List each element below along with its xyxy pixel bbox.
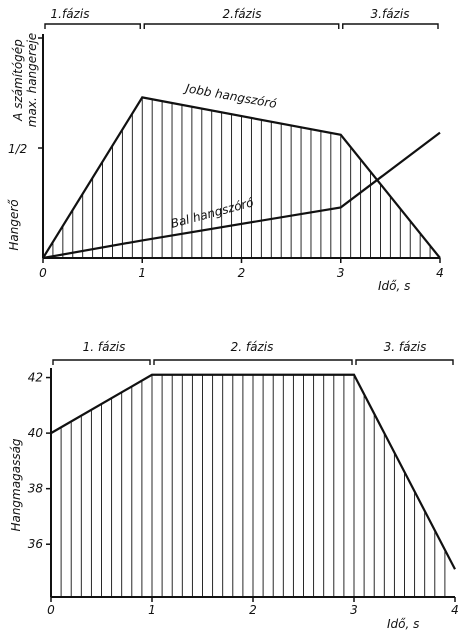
y-axis-label: Hangmagasság (9, 438, 23, 531)
y-tick-label: 40 (28, 426, 44, 440)
x-axis-label: Idő, s (387, 617, 419, 631)
series-lines (42, 96, 441, 260)
x-tick-label: 4 (451, 603, 459, 617)
x-tick-label: 4 (436, 266, 444, 280)
series-line-1 (50, 373, 456, 570)
x-tick-label: 0 (47, 603, 55, 617)
x-tick-label: 3 (350, 603, 358, 617)
series-label-right: Jobb hangszóró (183, 81, 278, 111)
phase-brackets (52, 359, 454, 365)
series-lines (50, 373, 456, 570)
phase-bracket-3 (355, 359, 454, 365)
phase-brackets (44, 23, 439, 29)
chart-labels: 1. fázis 2. fázis 3. fázis Hangmagasság … (9, 340, 426, 631)
hatch-lines (52, 97, 431, 258)
phase-bracket-2 (143, 23, 340, 29)
x-tick-label: 0 (39, 266, 47, 280)
x-tick-label: 1 (148, 603, 156, 617)
x-axis-label: Idő, s (378, 279, 410, 293)
x-tick-label: 3 (337, 266, 345, 280)
phase-label-3: 3. fázis (384, 340, 427, 354)
phase-label-2: 2.fázis (223, 7, 262, 21)
chart-volume: 0 1 2 3 4 1.fázis 2.fázis 3.fázis A számítóg… (7, 7, 444, 293)
y-tick-label: 36 (28, 537, 44, 551)
x-tick-label: 2 (238, 266, 246, 280)
phase-label-3: 3.fázis (371, 7, 410, 21)
y-label-line-2: max. hangereje (25, 33, 39, 127)
series-line-2 (42, 131, 441, 260)
chart-labels: 1.fázis 2.fázis 3.fázis A számítógép max… (7, 7, 410, 293)
x-tick-label: 2 (249, 603, 257, 617)
series-line-1 (42, 96, 441, 259)
axes: 0 1 2 3 4 (38, 34, 444, 280)
y-tick-label-half: 1/2 (8, 142, 27, 156)
phase-label-2: 2. fázis (231, 340, 274, 354)
phase-label-1: 1. fázis (83, 340, 126, 354)
y-label-line-1: A számítógép (11, 39, 25, 122)
phase-bracket-1 (52, 359, 151, 365)
phase-bracket-1 (44, 23, 141, 29)
phase-label-1: 1.fázis (51, 7, 90, 21)
y-tick-label: 38 (28, 482, 44, 496)
y-tick-label: 42 (28, 371, 43, 385)
phase-bracket-3 (342, 23, 439, 29)
hatch-lines (60, 374, 446, 597)
x-tick-label: 1 (138, 266, 146, 280)
phase-bracket-2 (153, 359, 353, 365)
y-label-line-3: Hangerő (7, 199, 21, 251)
